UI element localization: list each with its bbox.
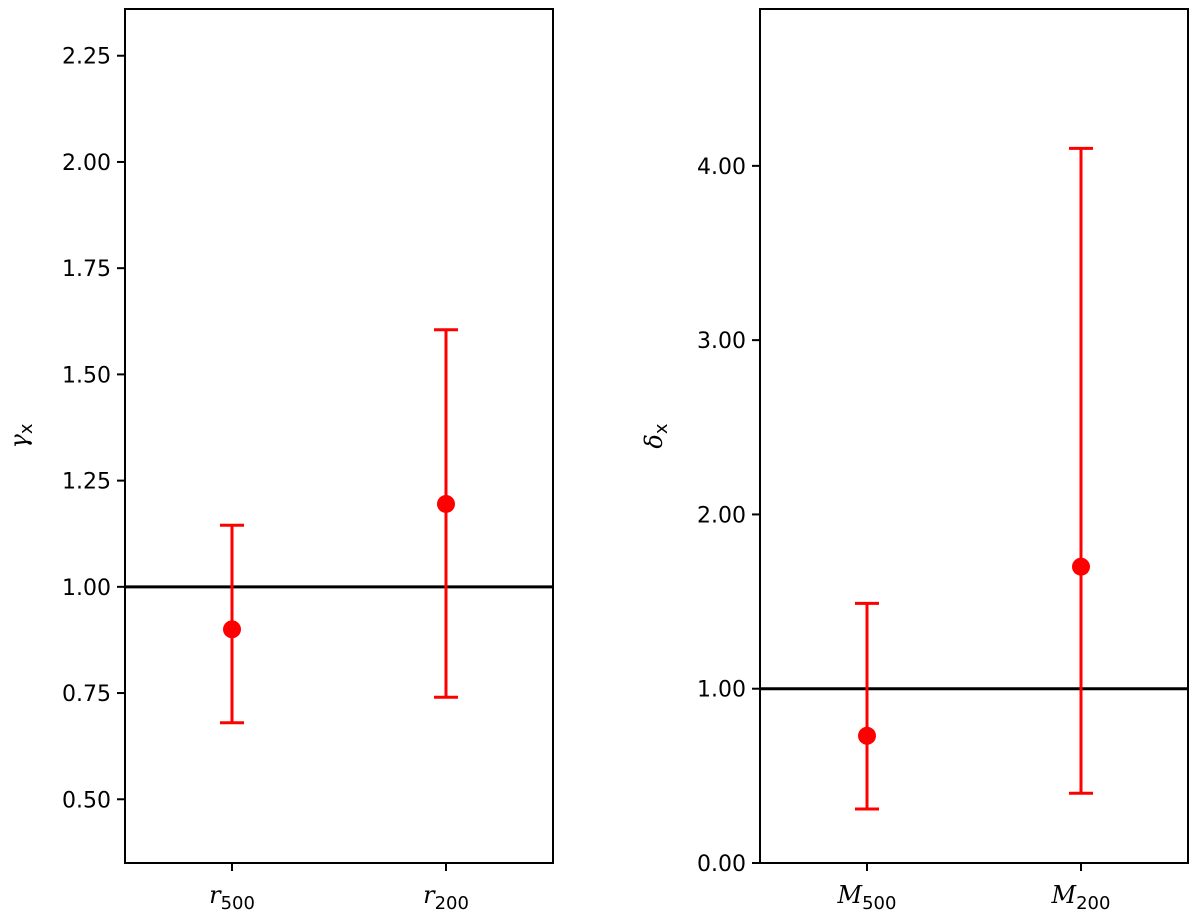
y-tick-label: 0.50 — [62, 788, 111, 813]
y-axis-label: γx — [5, 423, 37, 448]
y-tick-label: 1.00 — [62, 576, 111, 601]
data-point-1 — [858, 726, 876, 745]
panel-2: 0.00 1.00 2.00 3.00 4.00 M500 M200 δx — [640, 8, 1189, 914]
data-point-2 — [1072, 557, 1090, 576]
panel-1: 0.50 0.75 1.00 1.25 1.50 1.75 2.00 2.25 r500 r200… — [5, 8, 554, 914]
error-bar-2 — [1069, 146, 1093, 795]
error-bar-2 — [434, 328, 458, 699]
axes-frame — [759, 8, 1189, 864]
data-point-2 — [437, 494, 455, 513]
y-tick-label: 0.75 — [62, 682, 111, 707]
y-tick-label: 1.25 — [62, 470, 111, 495]
y-tick-label: 2.00 — [697, 503, 746, 528]
y-tick-label: 2.25 — [62, 45, 111, 70]
y-tick-label: 4.00 — [697, 155, 746, 180]
x-tick-label: M200 — [1051, 881, 1111, 914]
data-point-1 — [223, 620, 241, 639]
error-bar-1 — [855, 601, 879, 811]
y-tick-label: 2.00 — [62, 151, 111, 176]
y-tick-label: 1.00 — [697, 678, 746, 703]
axes-frame — [124, 8, 554, 864]
x-tick-label: r500 — [209, 881, 255, 914]
y-tick-label: 1.75 — [62, 257, 111, 282]
y-tick-label: 1.50 — [62, 363, 111, 388]
x-tick-label: M500 — [837, 881, 897, 914]
x-tick-label: r200 — [423, 881, 469, 914]
y-tick-label: 3.00 — [697, 329, 746, 354]
y-tick-label: 0.00 — [697, 852, 746, 877]
y-axis-label: δx — [640, 423, 672, 448]
